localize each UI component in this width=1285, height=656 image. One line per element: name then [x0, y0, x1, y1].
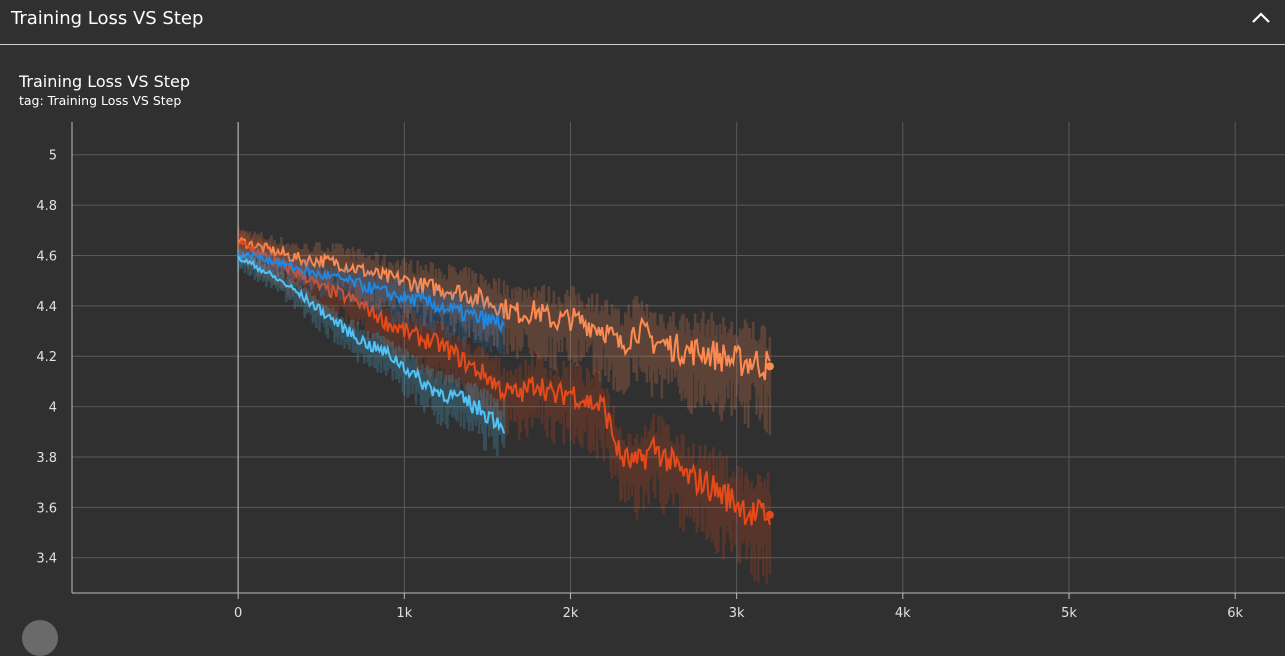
chart-title: Training Loss VS Step: [19, 72, 191, 91]
y-tick-label: 3.4: [36, 552, 57, 567]
series-line-1: [237, 239, 771, 526]
y-tick-label: 4.8: [36, 199, 57, 214]
y-tick-label: 3.6: [36, 501, 57, 516]
series-endpoint-1: [765, 510, 774, 519]
y-tick-label: 4.6: [36, 249, 57, 264]
section-header: Training Loss VS Step: [0, 0, 1285, 45]
y-tick-label: 4.4: [36, 300, 57, 315]
chevron-up-icon[interactable]: [1249, 8, 1273, 28]
x-tick-label: 5k: [1061, 606, 1077, 621]
fit-domain-button[interactable]: [22, 620, 58, 656]
section-title: Training Loss VS Step: [11, 8, 204, 29]
y-tick-label: 5: [49, 149, 57, 164]
series-group: [236, 226, 774, 584]
x-tick-label: 6k: [1227, 606, 1243, 621]
loss-chart: 5 4.8 4.6 4.4 4.2 4 3.8 3.6 3.4 0 1k 2k 3k 4k 5k 6k: [36, 122, 1285, 621]
series-line-0: [237, 236, 771, 381]
x-tick-label: 2k: [563, 606, 579, 621]
series-line-3: [237, 255, 505, 434]
x-tick-label: 0: [234, 606, 242, 621]
series-endpoint-0: [765, 362, 774, 371]
y-tick-label: 4.2: [36, 350, 57, 365]
x-tick-label: 4k: [895, 606, 911, 621]
x-tick-label: 3k: [729, 606, 745, 621]
y-tick-label: 3.8: [36, 451, 57, 466]
x-tick-label: 1k: [396, 606, 412, 621]
y-tick-label: 4: [49, 401, 57, 416]
series-line-2: [237, 251, 505, 333]
chart-tag: tag: Training Loss VS Step: [19, 93, 182, 108]
